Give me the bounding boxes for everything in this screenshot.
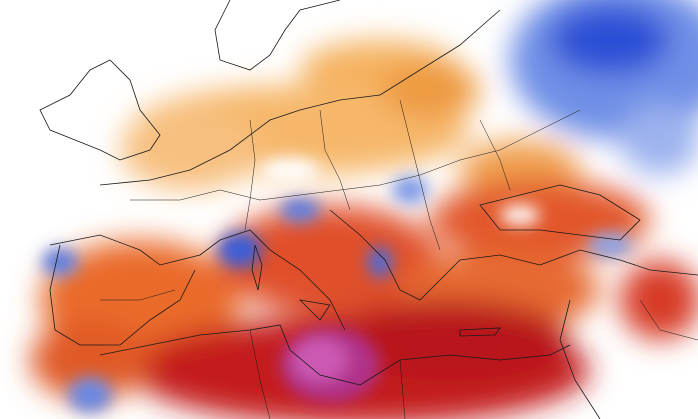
borders — [100, 99, 698, 419]
cold-patch — [218, 232, 262, 268]
hot-area — [30, 320, 150, 400]
border — [479, 119, 511, 191]
cold-patch — [280, 198, 320, 222]
very-hot-area — [330, 300, 570, 380]
island — [298, 299, 331, 321]
coastline — [99, 9, 501, 186]
extreme-core — [292, 338, 348, 382]
hot-area — [220, 205, 440, 315]
warm-area — [380, 62, 480, 118]
coastline — [99, 324, 571, 386]
border — [244, 119, 256, 231]
cold-area — [620, 105, 698, 175]
border — [639, 299, 698, 341]
cold-core — [550, 5, 670, 75]
coastline — [479, 184, 641, 241]
cold-patch — [42, 248, 78, 276]
coastline — [214, 0, 341, 71]
warm-area — [120, 110, 260, 190]
border — [130, 109, 581, 201]
hot-area — [620, 260, 698, 340]
coastline — [49, 244, 196, 346]
anomaly-detail — [42, 158, 632, 413]
border — [319, 109, 351, 211]
cold-patch — [68, 377, 112, 413]
coastline — [49, 229, 346, 331]
border — [399, 99, 441, 251]
border — [249, 329, 271, 419]
coastline — [559, 299, 601, 419]
coastline — [39, 59, 161, 161]
coastlines — [39, 0, 698, 419]
border — [100, 289, 176, 301]
neutral-patch — [260, 158, 320, 182]
cold-patch — [368, 246, 392, 278]
border — [399, 359, 406, 419]
neutral-patch — [500, 205, 540, 225]
island — [459, 327, 501, 337]
cold-patch — [392, 176, 428, 204]
island — [251, 244, 263, 291]
coastline — [329, 209, 698, 301]
